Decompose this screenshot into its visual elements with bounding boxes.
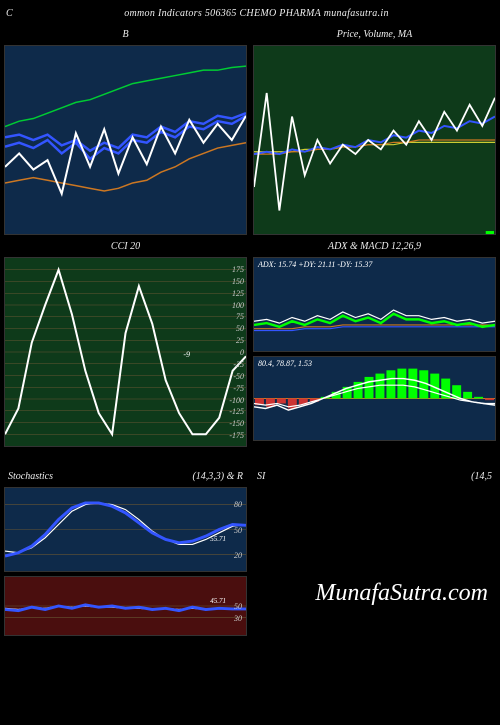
cci-tick: 25: [236, 336, 244, 345]
stoch-tick: 20: [234, 551, 242, 560]
si-title-right: (14,5: [471, 471, 492, 483]
panel-si-titlebar: SI (14,5: [253, 465, 496, 487]
cci-tick: 50: [236, 324, 244, 333]
chart-cci: 175 150 125 100 75 50 25 0 -25 -50 -75 -100 -125 -150…: [4, 257, 247, 447]
stoch-value: 55.71: [210, 535, 226, 543]
chart-adx: ADX: 15.74 +DY: 21.11 -DY: 15.37: [253, 257, 496, 352]
price-title-text: Price, Volume, MA: [337, 29, 413, 40]
cci-tick: 75: [236, 312, 244, 321]
stoch-title-right: (14,3,3) & R: [192, 471, 243, 483]
cci-tick: -50: [233, 372, 244, 381]
cci-tick: 100: [232, 301, 244, 310]
adx-label: ADX: 15.74 +DY: 21.11 -DY: 15.37: [258, 260, 372, 269]
panel-b: B: [4, 23, 247, 235]
chart-price: [253, 45, 496, 235]
panel-price: Price, Volume, MA: [253, 23, 496, 235]
panel-b-title: B: [4, 23, 247, 45]
chart-stoch: 80 50 20 55.71: [4, 487, 247, 572]
panel-si: SI (14,5: [253, 465, 496, 636]
si-title-left: SI: [257, 471, 265, 483]
cci-tick: -25: [233, 360, 244, 369]
cci-tick: 0: [240, 348, 244, 357]
panel-price-title: Price, Volume, MA: [253, 23, 496, 45]
stoch-tick: 80: [234, 500, 242, 509]
chart-rsi: 50 30 45.71: [4, 576, 247, 636]
cci-tick: -150: [229, 419, 244, 428]
header-main: ommon Indicators 506365 CHEMO PHARMA mun…: [124, 8, 389, 19]
panel-adx-macd: ADX & MACD 12,26,9 ADX: 15.74 +DY: 21.11…: [253, 235, 496, 447]
cci-tick: 125: [232, 289, 244, 298]
panel-adxmacd-title: ADX & MACD 12,26,9: [253, 235, 496, 257]
panel-cci-title: CCI 20: [4, 235, 247, 257]
chart-adx-stack: ADX: 15.74 +DY: 21.11 -DY: 15.37 80.4, 7…: [253, 257, 496, 441]
cci-tick: 175: [232, 265, 244, 274]
row-2: CCI 20 175 150 125 100 75 50 25 0 -25 -50 -75 -100 -…: [0, 235, 500, 447]
chart-macd: 80.4, 78.87, 1.53: [253, 356, 496, 441]
stoch-tick: 50: [234, 526, 242, 535]
cci-tick: -100: [229, 396, 244, 405]
rsi-value: 45.71: [210, 597, 226, 605]
cci-value: -9: [183, 350, 190, 359]
cci-tick: -125: [229, 407, 244, 416]
row-3: Stochastics (14,3,3) & R 80 50 20 55.71 50…: [0, 465, 500, 636]
page-header: C ommon Indicators 506365 CHEMO PHARMA m…: [0, 0, 500, 23]
panel-stoch: Stochastics (14,3,3) & R 80 50 20 55.71 50…: [4, 465, 247, 636]
row-1: B Price, Volume, MA: [0, 23, 500, 235]
cci-tick: 150: [232, 277, 244, 286]
chart-b: [4, 45, 247, 235]
watermark: MunafaSutra.com: [315, 580, 488, 607]
cci-tick: -175: [229, 431, 244, 440]
macd-label: 80.4, 78.87, 1.53: [258, 359, 312, 368]
header-c: C: [6, 8, 13, 19]
panel-stoch-titlebar: Stochastics (14,3,3) & R: [4, 465, 247, 487]
cci-tick: -75: [233, 384, 244, 393]
rsi-tick: 50: [234, 602, 242, 611]
rsi-tick: 30: [234, 614, 242, 623]
panel-cci: CCI 20 175 150 125 100 75 50 25 0 -25 -50 -75 -100 -…: [4, 235, 247, 447]
stoch-title-left: Stochastics: [8, 471, 53, 483]
